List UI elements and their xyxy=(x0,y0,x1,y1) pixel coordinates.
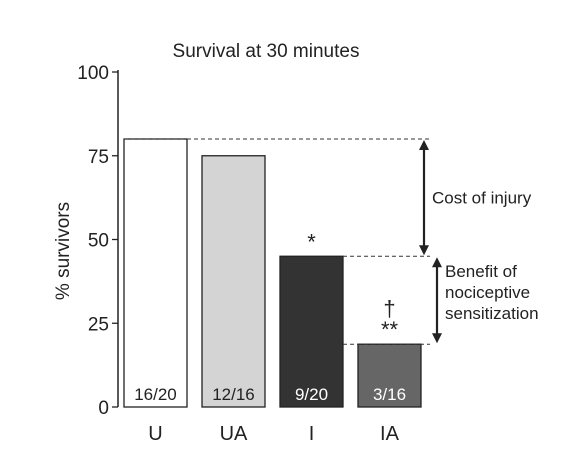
annotation-arrow-head xyxy=(432,257,442,268)
x-tick-label: UA xyxy=(220,423,248,445)
bar xyxy=(279,255,344,408)
annotation-label: Cost of injury xyxy=(432,189,532,208)
axes: 0 25 50 75 100 xyxy=(77,63,119,419)
annotation-label: nociceptive xyxy=(445,283,530,302)
bars: 16/20 U 12/16 UA 9/20 I 3/16 IA xyxy=(123,138,422,445)
y-axis-label: % survivors xyxy=(53,202,74,300)
y-tick-label: 0 xyxy=(98,398,109,419)
y-tick-label: 100 xyxy=(77,63,109,84)
annotations: Cost of injury Benefit of nociceptive sensi… xyxy=(124,138,539,345)
y-tick-label: 25 xyxy=(88,314,109,335)
bar-count-label: 3/16 xyxy=(373,385,406,404)
significance-mark: † xyxy=(383,296,395,321)
x-tick-label: I xyxy=(309,423,315,445)
bar-count-label: 12/16 xyxy=(212,385,255,404)
bar xyxy=(201,155,266,408)
y-tick-label: 50 xyxy=(88,231,109,252)
annotation-label: Benefit of xyxy=(445,262,517,281)
significance-marks: * †** xyxy=(307,229,398,342)
y-tick-label: 75 xyxy=(88,147,109,168)
annotation-arrow-head xyxy=(419,245,429,256)
bar-count-label: 9/20 xyxy=(295,385,328,404)
annotation-label: sensitization xyxy=(445,304,539,323)
significance-mark: ** xyxy=(381,317,399,342)
bar-count-label: 16/20 xyxy=(134,385,177,404)
bar xyxy=(123,138,188,408)
bar xyxy=(357,343,422,408)
annotation-arrow-head xyxy=(419,140,429,150)
x-tick-label: IA xyxy=(380,423,400,445)
x-tick-label: U xyxy=(148,423,162,445)
significance-mark: * xyxy=(307,229,316,254)
chart-title: Survival at 30 minutes xyxy=(173,41,360,62)
annotation-arrow-head xyxy=(432,333,442,344)
